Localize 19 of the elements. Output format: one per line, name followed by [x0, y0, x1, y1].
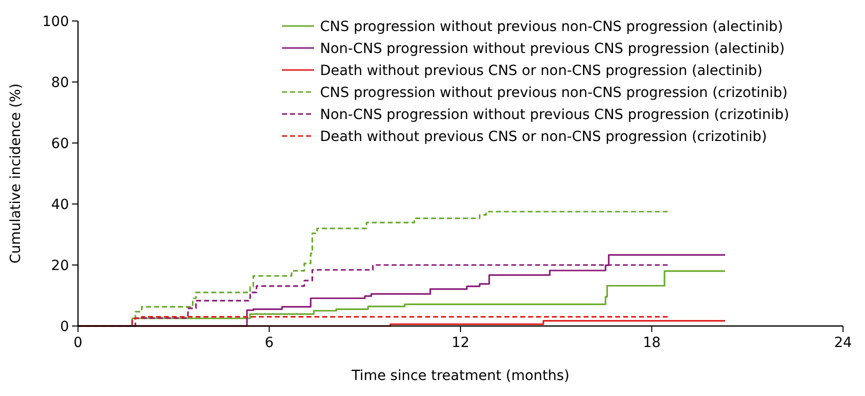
- y-tick-label: 20: [51, 258, 69, 274]
- x-tick-label: 24: [834, 335, 852, 351]
- legend-label: Non-CNS progression without previous CNS progression (crizotinib): [320, 107, 790, 123]
- legend-label: Death without previous CNS or non-CNS progression (crizotinib): [320, 129, 767, 145]
- x-axis-title: Time since treatment (months): [350, 368, 570, 384]
- legend-label: CNS progression without previous non-CNS progression (alectinib): [320, 19, 784, 35]
- y-tick-label: 80: [51, 75, 69, 91]
- y-tick-label: 100: [42, 14, 69, 30]
- legend-label: Death without previous CNS or non-CNS progression (alectinib): [320, 63, 762, 79]
- x-tick-label: 6: [264, 335, 274, 351]
- x-tick-label: 0: [74, 335, 82, 351]
- y-tick-label: 0: [60, 319, 69, 335]
- x-tick-label: 18: [642, 335, 661, 351]
- y-axis-title: Cumulative incidence (%): [8, 83, 24, 264]
- y-tick-label: 60: [51, 136, 69, 152]
- legend-label: CNS progression without previous non-CNS progression (crizotinib): [320, 85, 788, 101]
- x-tick-label: 12: [452, 335, 470, 351]
- legend-label: Non-CNS progression without previous CNS progression (alectinib): [320, 41, 785, 57]
- y-tick-label: 40: [51, 197, 69, 213]
